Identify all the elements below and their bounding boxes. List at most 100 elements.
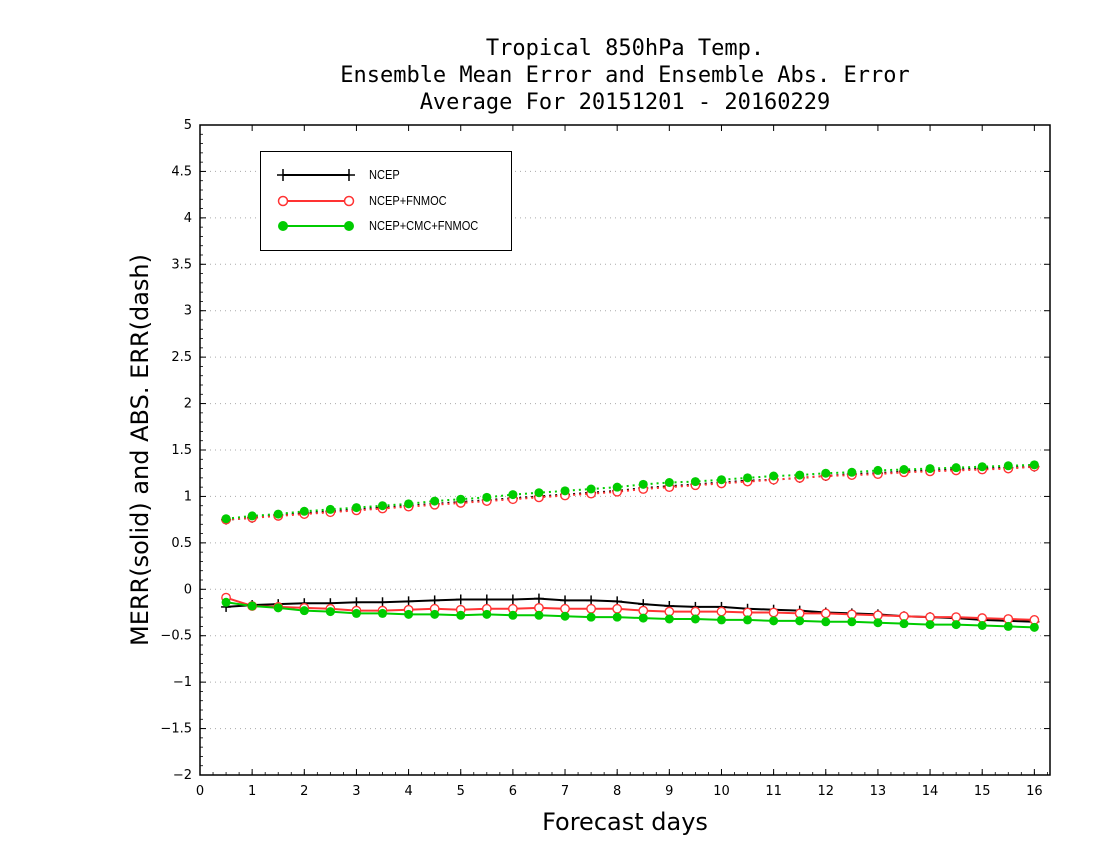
data-point-merr-ncep-cmc-fnmoc [404,609,414,619]
y-tick-label: 2 [184,397,192,412]
data-point-abs-err-ncep-cmc-fnmoc [795,470,805,480]
x-tick-label: 2 [300,784,308,799]
data-point-abs-err-ncep-cmc-fnmoc [325,504,335,514]
legend-swatch-ncep-fnmoc [277,195,355,207]
data-point-abs-err-ncep-cmc-fnmoc [638,479,648,489]
x-tick-label: 11 [765,784,782,799]
data-point-merr-ncep-cmc-fnmoc [221,597,231,607]
x-tick-label: 1 [248,784,256,799]
data-point-abs-err-ncep-cmc-fnmoc [221,514,231,524]
data-point-merr-ncep [533,593,544,604]
series-line-merr-ncep-fnmoc [225,596,1035,621]
data-point-abs-err-ncep-cmc-fnmoc [769,471,779,481]
data-point-abs-err-ncep-cmc-fnmoc [560,486,570,496]
data-point-abs-err-ncep-cmc-fnmoc [977,462,987,472]
x-tick-label: 9 [665,784,673,799]
data-point-merr-ncep-cmc-fnmoc [873,618,883,628]
axis-ticks: −2−1.5−1−0.500.511.522.533.544.550 1 2 3 4 5 6… [160,118,1050,799]
data-point-merr-ncep-cmc-fnmoc [430,609,440,619]
x-tick-label: 5 [457,784,465,799]
data-point-merr-ncep-cmc-fnmoc [795,616,805,626]
data-point-merr-ncep-cmc-fnmoc [612,612,622,622]
data-point-abs-err-ncep-cmc-fnmoc [430,496,440,506]
data-point-merr-ncep-cmc-fnmoc [560,611,570,621]
data-point-abs-err-ncep-cmc-fnmoc [508,490,518,500]
data-point-merr-ncep-cmc-fnmoc [769,616,779,626]
data-point-merr-ncep-cmc-fnmoc [977,621,987,630]
data-point-merr-ncep [429,595,440,606]
data-point-abs-err-ncep-cmc-fnmoc [612,482,622,492]
x-tick-label: 0 [196,784,204,799]
y-tick-label: −1 [173,675,192,690]
data-point-merr-ncep-cmc-fnmoc [638,613,648,623]
legend-label-ncep: NCEP [369,167,400,182]
legend-swatch-ncep [277,169,355,181]
y-tick-label: 1 [184,489,192,504]
x-axis-label: Forecast days [542,808,708,836]
data-point-merr-ncep-fnmoc [820,608,831,619]
x-tick-label: 4 [404,784,412,799]
data-point-merr-ncep [586,595,597,606]
data-point-merr-ncep-fnmoc [586,603,597,614]
data-point-abs-err-ncep-cmc-fnmoc [951,463,961,473]
data-point-merr-ncep-cmc-fnmoc [664,614,674,624]
y-axis-label: MERR(solid) and ABS. ERR(dash) [126,254,154,646]
data-point-merr-ncep [507,594,518,605]
series-layer [221,460,1040,632]
data-point-merr-ncep-fnmoc [768,607,779,618]
data-point-abs-err-ncep-cmc-fnmoc [716,475,726,485]
x-tick-label: 16 [1026,784,1043,799]
data-point-merr-ncep [351,597,362,608]
data-point-abs-err-ncep-cmc-fnmoc [847,467,857,477]
data-point-merr-ncep-cmc-fnmoc [951,620,961,630]
x-tick-label: 13 [870,784,887,799]
data-point-merr-ncep-cmc-fnmoc [378,608,388,618]
data-point-abs-err-ncep-cmc-fnmoc [247,511,257,521]
series-line-merr-ncep-cmc-fnmoc [225,601,1035,629]
data-point-merr-ncep-cmc-fnmoc [847,617,857,627]
x-tick-label: 7 [561,784,569,799]
data-point-merr-ncep-cmc-fnmoc [743,615,753,625]
data-point-abs-err-ncep-cmc-fnmoc [404,499,414,509]
data-point-abs-err-ncep-cmc-fnmoc [351,503,361,513]
data-point-abs-err-ncep-cmc-fnmoc [273,509,283,519]
legend-label-ncep-cmc-fnmoc: NCEP+CMC+FNMOC [369,218,479,233]
data-point-merr-ncep-cmc-fnmoc [534,610,544,620]
y-tick-label: 0.5 [171,536,192,551]
data-point-merr-ncep-fnmoc [716,606,727,617]
y-tick-label: 1.5 [171,443,192,458]
data-point-merr-ncep-cmc-fnmoc [508,610,518,620]
x-tick-label: 6 [509,784,517,799]
legend-swatches [277,169,355,231]
data-point-abs-err-ncep-cmc-fnmoc [899,465,909,474]
data-point-merr-ncep-cmc-fnmoc [899,619,909,629]
x-tick-label: 14 [922,784,939,799]
data-point-merr-ncep-fnmoc [612,603,623,614]
data-point-abs-err-ncep-cmc-fnmoc [299,506,309,516]
y-tick-label: 4 [184,211,192,226]
data-point-abs-err-ncep-cmc-fnmoc [456,494,466,504]
grid-lines [200,170,1050,730]
data-point-merr-ncep-cmc-fnmoc [273,603,283,613]
legend-swatch-ncep-cmc-fnmoc [278,221,354,231]
chart-title-line-1: Tropical 850hPa Temp. [485,36,765,61]
data-point-merr-ncep-cmc-fnmoc [482,609,492,619]
data-point-abs-err-ncep-cmc-fnmoc [534,488,544,498]
data-point-abs-err-ncep-cmc-fnmoc [743,473,753,483]
data-point-merr-ncep [560,595,571,606]
data-point-merr-ncep-cmc-fnmoc [299,606,309,616]
data-point-abs-err-ncep-cmc-fnmoc [586,484,596,494]
data-point-merr-ncep-cmc-fnmoc [1029,622,1039,632]
data-point-abs-err-ncep-cmc-fnmoc [664,478,674,487]
data-point-merr-ncep-cmc-fnmoc [716,615,726,625]
x-tick-label: 15 [974,784,991,799]
chart-title-line-3: Average For 20151201 - 20160229 [419,90,831,115]
data-point-merr-ncep-cmc-fnmoc [1003,621,1013,631]
y-tick-label: 4.5 [171,164,192,179]
x-tick-label: 10 [713,784,730,799]
chart-title-line-2: Ensemble Mean Error and Ensemble Abs. Er… [340,63,910,88]
y-tick-label: 0 [184,582,192,597]
data-point-merr-ncep-cmc-fnmoc [586,612,596,622]
y-tick-label: 3.5 [171,257,192,272]
